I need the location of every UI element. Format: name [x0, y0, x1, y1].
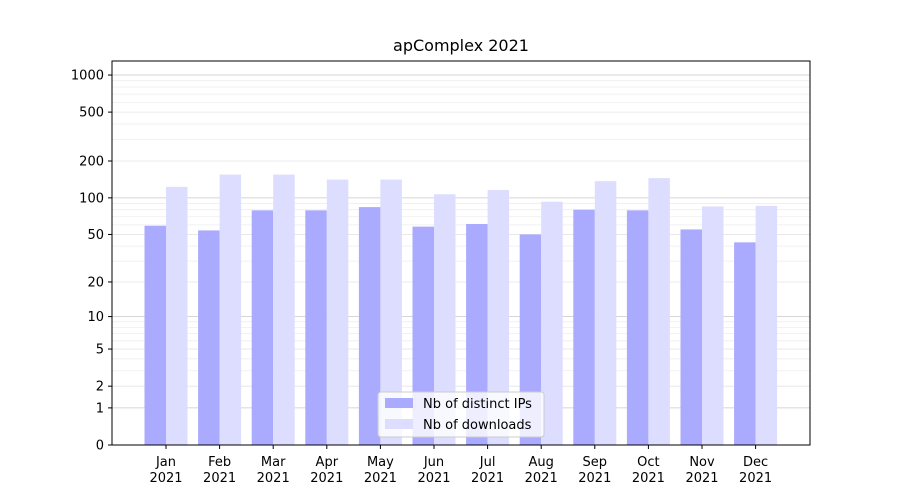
- y-tick-label: 20: [87, 275, 104, 290]
- bar-downloads: [434, 194, 456, 445]
- y-tick-label: 5: [96, 343, 104, 358]
- bar-distinct-ips: [626, 210, 649, 445]
- bar-distinct-ips: [680, 229, 702, 445]
- bar-downloads: [326, 179, 349, 445]
- bar-downloads: [380, 179, 402, 445]
- bar-downloads: [273, 174, 295, 445]
- y-tick-label: 200: [79, 155, 104, 170]
- legend-label-distinct-ips: Nb of distinct IPs: [423, 397, 532, 412]
- bar-downloads: [755, 205, 778, 445]
- y-tick-label: 100: [79, 191, 104, 206]
- bar-distinct-ips: [305, 210, 327, 445]
- bar-distinct-ips: [466, 223, 488, 445]
- x-axis: Jan 2021 Feb 2021 Mar 2021 Apr 2021 May 2021 Jun 20…: [149, 445, 772, 486]
- bar-downloads: [219, 174, 242, 445]
- bar-distinct-ips: [358, 207, 381, 445]
- x-tick-label: Mar 2021: [257, 455, 290, 486]
- bar-downloads: [487, 189, 510, 445]
- bar-downloads: [594, 181, 617, 445]
- x-tick-label: May 2021: [364, 455, 397, 486]
- y-tick-label: 1000: [71, 69, 104, 84]
- y-tick-label: 0: [96, 439, 104, 454]
- y-tick-label: 50: [87, 228, 104, 243]
- legend-swatch-downloads: [385, 419, 413, 429]
- y-tick-label: 2: [96, 380, 104, 395]
- y-tick-label: 10: [87, 310, 104, 325]
- bar-distinct-ips: [734, 242, 756, 445]
- y-axis: 0 1 2 5 10 20 50 100 200 500 1000: [71, 69, 112, 454]
- bar-distinct-ips: [412, 226, 434, 445]
- legend: Nb of distinct IPs Nb of downloads: [377, 391, 545, 438]
- legend-swatch-distinct-ips: [385, 398, 413, 408]
- x-tick-label: Dec 2021: [739, 455, 772, 486]
- x-tick-label: Jan 2021: [149, 455, 182, 486]
- bar-downloads: [648, 178, 670, 446]
- bar-downloads: [702, 206, 724, 445]
- x-tick-label: Nov 2021: [685, 455, 718, 486]
- x-tick-label: Aug 2021: [525, 455, 558, 486]
- chart-title: apComplex 2021: [393, 36, 529, 55]
- plot-frame: [111, 60, 811, 446]
- legend-label-downloads: Nb of downloads: [423, 418, 532, 433]
- x-tick-label: Feb 2021: [203, 455, 236, 486]
- bar-downloads: [166, 186, 188, 446]
- bar-distinct-ips: [198, 230, 220, 445]
- bar-distinct-ips: [573, 209, 595, 445]
- x-tick-label: Oct 2021: [632, 455, 665, 486]
- bar-downloads: [541, 201, 563, 445]
- bar-distinct-ips: [144, 225, 166, 445]
- x-tick-label: Apr 2021: [310, 455, 343, 486]
- x-tick-label: Jul 2021: [471, 455, 504, 486]
- y-tick-label: 500: [79, 106, 104, 121]
- y-tick-label: 1: [96, 401, 104, 416]
- x-tick-label: Sep 2021: [578, 455, 611, 486]
- legend-box: [377, 391, 545, 438]
- x-tick-label: Jun 2021: [417, 455, 450, 486]
- bar-distinct-ips: [251, 210, 274, 445]
